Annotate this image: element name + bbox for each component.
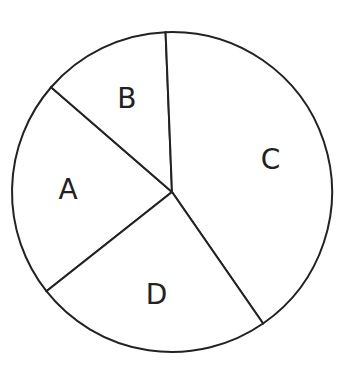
svg-text:C: C <box>261 143 281 176</box>
svg-text:A: A <box>58 173 77 206</box>
svg-text:D: D <box>146 278 168 311</box>
svg-text:B: B <box>117 82 136 115</box>
